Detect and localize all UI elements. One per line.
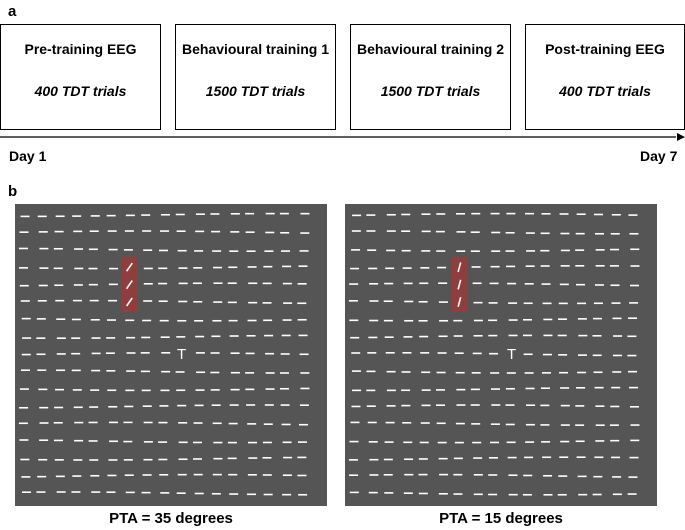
stage-title: Behavioural training 2 <box>356 41 505 57</box>
target-line-segment <box>457 297 462 307</box>
target-line-segment <box>125 262 133 272</box>
stage-title: Behavioural training 1 <box>181 41 330 57</box>
stimulus-caption-35: PTA = 35 degrees <box>109 510 233 527</box>
target-line-segment <box>125 297 133 307</box>
stage-box-pre-training: Pre-training EEG 400 TDT trials <box>0 24 161 130</box>
stage-box-training-1: Behavioural training 1 1500 TDT trials <box>175 24 336 130</box>
stimulus-display-15: T <box>345 204 657 506</box>
target-line-segment <box>457 279 462 290</box>
stimulus-texture-35: T <box>18 212 310 496</box>
stage-box-post-training: Post-training EEG 400 TDT trials <box>525 24 685 130</box>
fixation-letter: T <box>507 346 516 363</box>
stage-box-training-2: Behavioural training 2 1500 TDT trials <box>350 24 511 130</box>
timeline-arrowhead <box>677 133 685 141</box>
target-line-segment <box>125 280 133 290</box>
stage-trials: 400 TDT trials <box>34 83 127 99</box>
panel-label-a: a <box>8 3 17 20</box>
day-start-label: Day 1 <box>9 148 47 164</box>
fixation-letter: T <box>177 346 186 363</box>
panel-label-b: b <box>8 183 18 200</box>
stimulus-caption-15: PTA = 15 degrees <box>439 510 563 527</box>
day-end-label: Day 7 <box>640 148 678 164</box>
stimulus-display-35: T <box>15 204 327 506</box>
stage-title: Post-training EEG <box>545 41 665 57</box>
stimulus-texture-15: T <box>348 212 640 496</box>
target-line-segment <box>457 262 462 273</box>
stage-trials: 1500 TDT trials <box>205 83 306 99</box>
timeline-arrow <box>0 133 685 141</box>
stage-trials: 400 TDT trials <box>559 83 651 99</box>
stage-trials: 1500 TDT trials <box>380 83 481 99</box>
stage-title: Pre-training EEG <box>24 41 137 57</box>
